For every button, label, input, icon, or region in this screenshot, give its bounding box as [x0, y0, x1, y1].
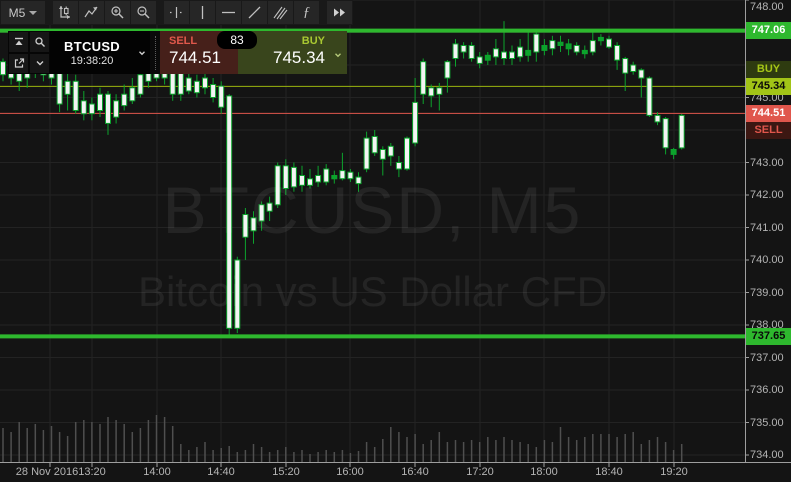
price-tick-label: 737.00: [750, 351, 784, 364]
symbol-dropdown-button[interactable]: [134, 48, 150, 58]
symbol-name: BTCUSD: [64, 38, 120, 54]
trend-line-tool-button[interactable]: [242, 1, 267, 24]
time-tick-label: 14:00: [143, 466, 171, 478]
sell-price: 744.51: [169, 48, 221, 67]
time-tick-label: 28 Nov 2016: [15, 466, 79, 478]
zoom-in-button[interactable]: [105, 1, 130, 24]
time-tick-label: 17:20: [466, 466, 494, 478]
search-icon: [34, 37, 45, 47]
time-tick-label: 15:20: [272, 466, 300, 478]
time-tick-label: 18:00: [530, 466, 558, 478]
arrow-to-top-icon: [14, 37, 23, 45]
buy-options-button[interactable]: [329, 35, 347, 74]
price-tick-label: 734.00: [750, 449, 784, 461]
external-link-icon: [14, 58, 24, 68]
parallel-channel-icon: [273, 6, 288, 20]
crosshair-icon: [170, 7, 183, 18]
widget-collapse-button[interactable]: [29, 52, 50, 74]
time-tick-label: 13:20: [78, 466, 106, 478]
chevron-down-icon: [139, 50, 145, 55]
volume-series: [2, 415, 683, 462]
time-tick-label: 16:40: [401, 466, 429, 478]
trade-ticket-widget: BTCUSD 19:38:20 SELL 744.51 BUY 745.34: [8, 31, 347, 74]
price-tick-label: 743.00: [750, 156, 784, 169]
candlestick-series: [0, 21, 685, 337]
line-chart-tool-button[interactable]: [79, 1, 104, 24]
sell-price-label: 744.51: [746, 104, 791, 122]
function-icon: ƒ: [303, 4, 310, 20]
high-line-label: 747.06: [746, 22, 791, 40]
chevron-down-icon: [36, 61, 43, 66]
price-tick-label: 739.00: [750, 286, 784, 299]
spread-badge: 83: [217, 31, 257, 49]
chart-toolbar: M5: [0, 0, 353, 25]
interval-label: M5: [8, 5, 26, 20]
price-scale-icon: [59, 6, 70, 19]
widget-left-buttons: [8, 31, 29, 74]
time-tick-label: 14:40: [207, 466, 235, 478]
symbol-search-button[interactable]: [29, 31, 50, 53]
buy-button[interactable]: BUY 745.34: [238, 31, 347, 74]
widget-divider: [150, 31, 160, 74]
price-scale-tool-button[interactable]: [53, 1, 78, 24]
price-tick-label: 748.00: [750, 1, 784, 13]
zoom-in-icon: [111, 6, 124, 19]
time-tick-label: 18:40: [595, 466, 623, 478]
symbol-info: BTCUSD 19:38:20: [50, 39, 134, 67]
time-tick-label: 19:20: [660, 466, 688, 478]
sell-tag: SELL: [746, 121, 791, 139]
toolbar-separator: [156, 0, 163, 25]
vertical-line-tool-button[interactable]: [190, 1, 215, 24]
more-tools-button[interactable]: [327, 1, 352, 24]
chevron-down-icon: [335, 52, 341, 57]
double-chevron-right-icon: [334, 8, 345, 17]
popout-button[interactable]: [8, 52, 29, 74]
vertical-line-icon: [201, 6, 204, 19]
zoom-out-button[interactable]: [131, 1, 156, 24]
low-line-label: 737.65: [746, 327, 791, 345]
buy-price-label: 745.34: [746, 77, 791, 95]
trend-line-icon: [248, 6, 261, 19]
line-chart-icon: [84, 6, 98, 18]
price-tick-label: 742.00: [750, 189, 784, 201]
buy-tag: BUY: [746, 60, 791, 78]
chevron-down-icon: [29, 10, 38, 15]
function-tool-button[interactable]: ƒ: [294, 1, 319, 24]
crosshair-tool-button[interactable]: [164, 1, 189, 24]
parallel-channel-tool-button[interactable]: [268, 1, 293, 24]
sell-label: SELL: [169, 35, 198, 47]
price-tick-label: 741.00: [750, 221, 784, 234]
widget-search-column: [29, 31, 50, 74]
horizontal-line-tool-button[interactable]: [216, 1, 241, 24]
buy-label: BUY: [301, 35, 325, 47]
time-tick-label: 16:00: [336, 466, 364, 478]
symbol-panel[interactable]: BTCUSD 19:38:20: [50, 31, 150, 74]
price-tick-label: 736.00: [750, 384, 784, 396]
toolbar-separator: [319, 0, 326, 25]
price-tick-label: 735.00: [750, 416, 784, 429]
zoom-out-icon: [137, 6, 150, 19]
toolbar-separator: [45, 0, 52, 25]
server-time: 19:38:20: [70, 54, 114, 67]
price-tick-label: 740.00: [750, 254, 784, 266]
scroll-to-top-button[interactable]: [8, 31, 29, 53]
horizontal-line-icon: [222, 11, 235, 14]
interval-selector[interactable]: M5: [1, 1, 45, 24]
buy-price: 745.34: [273, 48, 325, 67]
